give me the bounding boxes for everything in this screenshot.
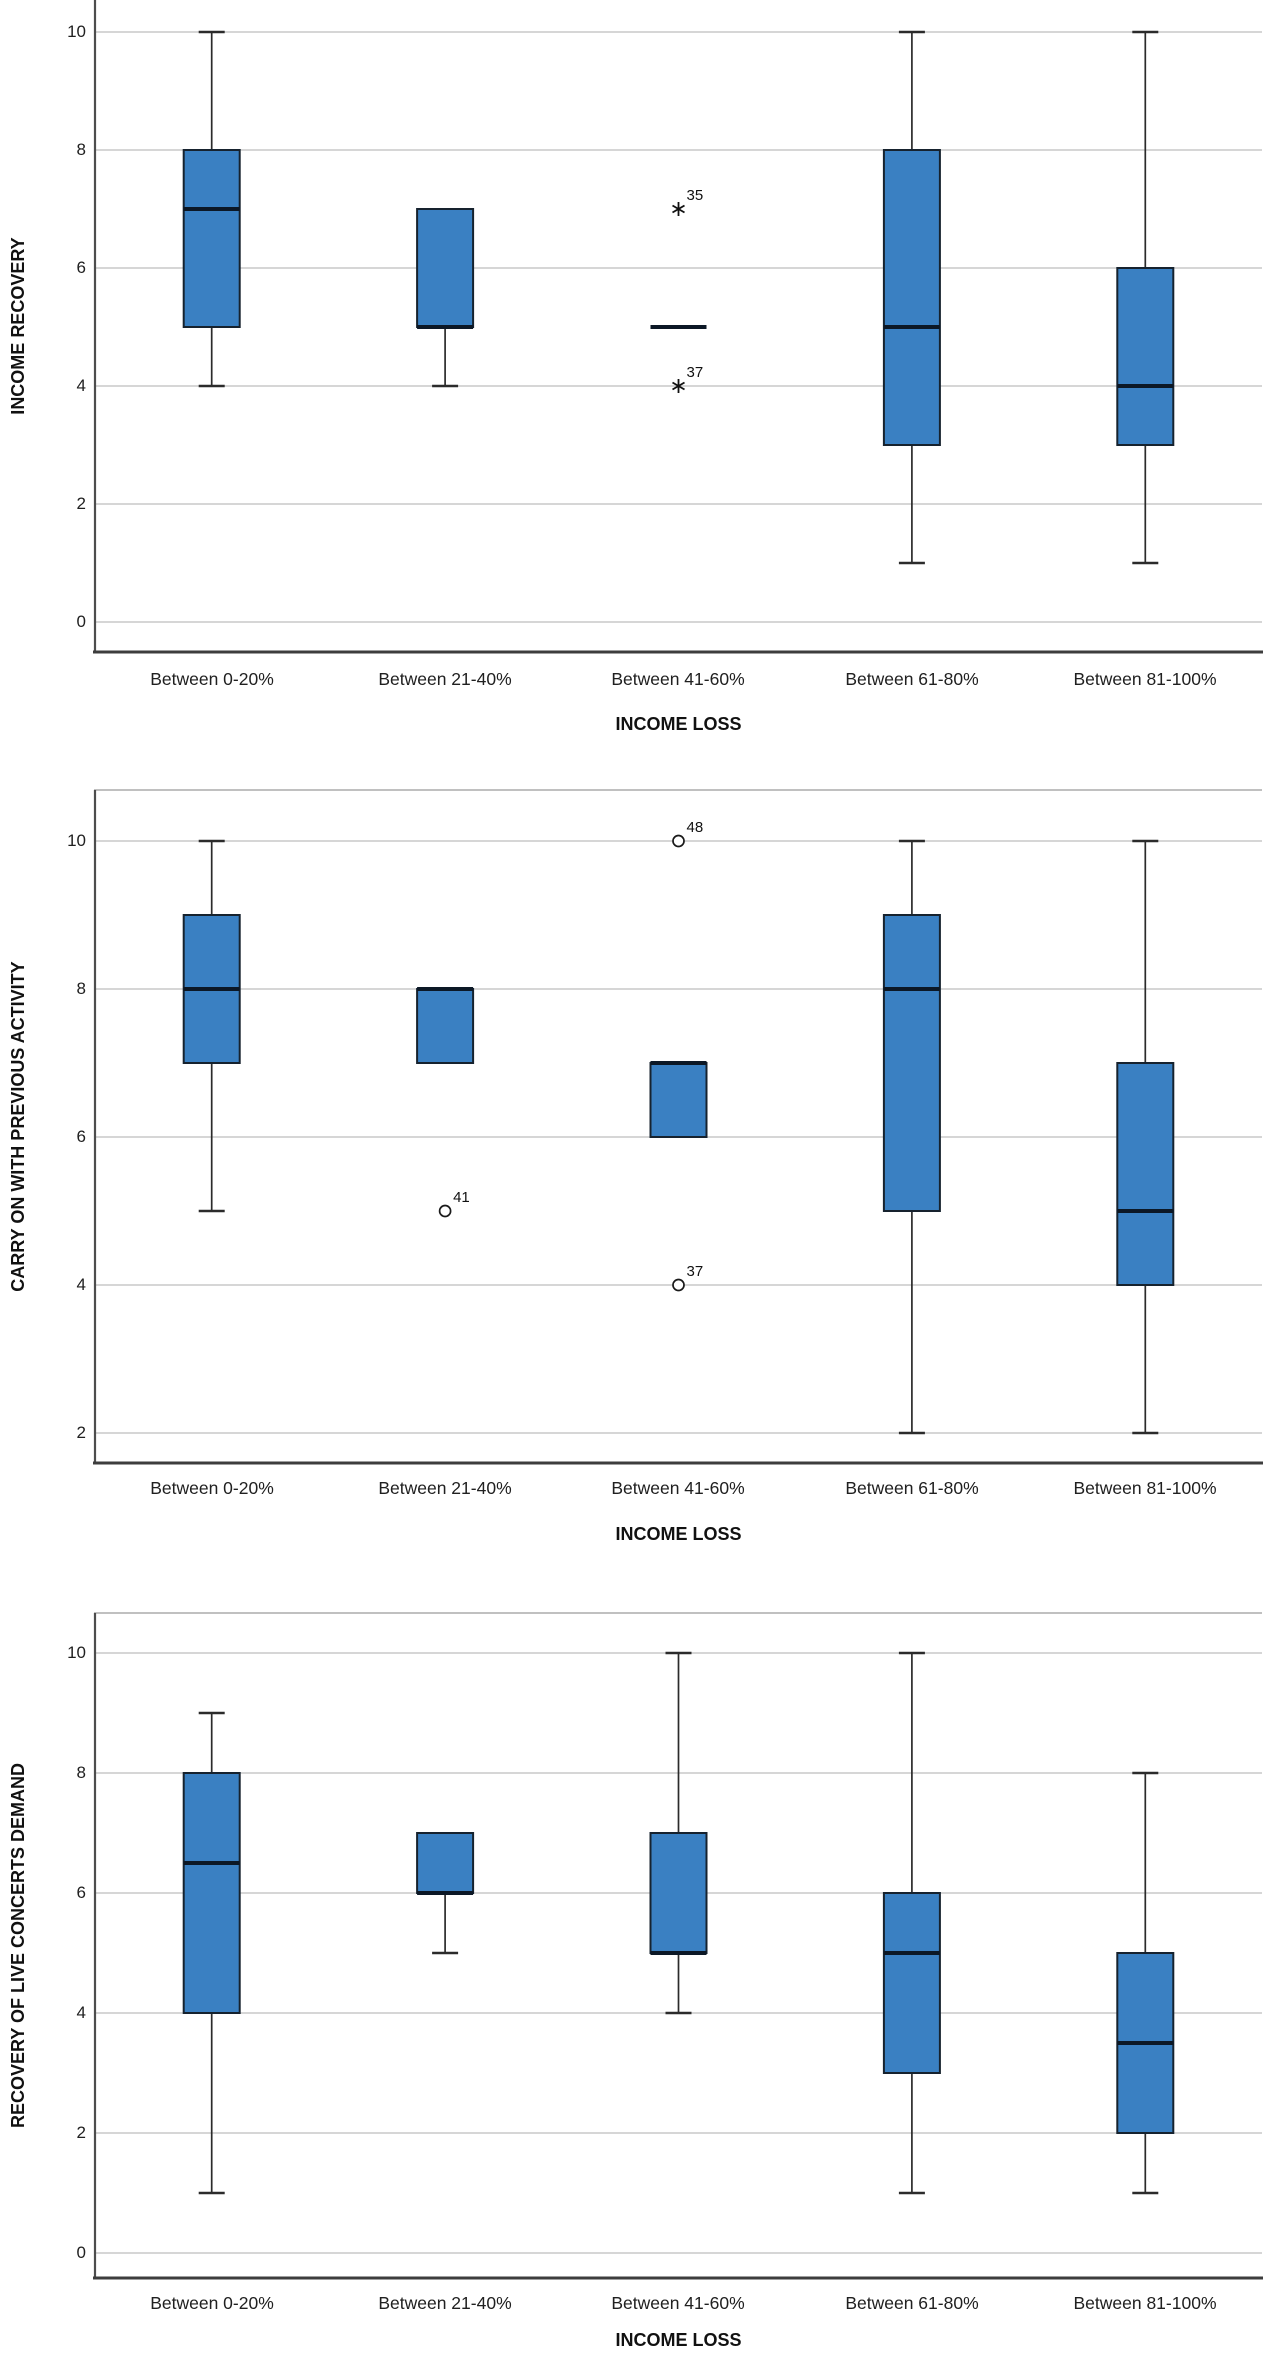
boxplot-box <box>649 1832 708 1954</box>
boxplot-box <box>649 1062 708 1138</box>
y-tick-label: 8 <box>76 979 86 998</box>
x-tick-label: Between 0-20% <box>150 2293 274 2313</box>
x-axis-title: INCOME LOSS <box>615 2330 742 2350</box>
y-axis-title: INCOME RECOVERY <box>8 237 28 415</box>
x-tick-label: Between 41-60% <box>611 2293 745 2313</box>
y-tick-label: 6 <box>76 1883 86 1902</box>
x-axis-title: INCOME LOSS <box>615 1524 742 1544</box>
outlier-asterisk-marker <box>672 204 685 214</box>
y-tick-label: 6 <box>76 1127 86 1146</box>
y-tick-label: 8 <box>76 1763 86 1782</box>
x-tick-label: Between 41-60% <box>611 669 745 689</box>
x-tick-label: Between 61-80% <box>845 2293 979 2313</box>
y-tick-label: 4 <box>76 376 86 395</box>
y-tick-label: 0 <box>76 2243 86 2262</box>
outlier-label: 41 <box>453 1189 470 1206</box>
outlier-label: 48 <box>687 819 704 836</box>
boxplot-box <box>1116 1062 1175 1286</box>
outlier-circle-marker <box>438 1204 452 1218</box>
y-tick-label: 10 <box>67 1643 86 1662</box>
x-tick-label: Between 21-40% <box>378 1478 512 1498</box>
y-tick-label: 2 <box>76 2123 86 2142</box>
outlier-circle-marker <box>672 834 685 848</box>
x-tick-label: Between 61-80% <box>845 1478 979 1498</box>
boxplot-box <box>182 1772 241 2014</box>
plot-area: 41 48 37 <box>93 789 1263 1465</box>
y-tick-label: 10 <box>67 22 86 41</box>
y-tick-label: 0 <box>76 612 86 631</box>
income-recovery-boxplot: 35 37 INCOME RECOVERY 10 8 6 4 2 0 Betwee… <box>0 0 1280 760</box>
x-tick-label: Between 81-100% <box>1073 2293 1217 2313</box>
x-tick-label: Between 41-60% <box>611 1478 745 1498</box>
boxplot-box <box>1116 267 1175 446</box>
y-tick-label: 2 <box>76 1423 86 1442</box>
y-tick-label: 8 <box>76 140 86 159</box>
outlier-label: 37 <box>687 364 704 381</box>
y-tick-label: 10 <box>67 831 86 850</box>
boxplot-box <box>416 1832 475 1894</box>
x-tick-label: Between 21-40% <box>378 2293 512 2313</box>
live-concerts-demand-boxplot: RECOVERY OF LIVE CONCERTS DEMAND 10 8 6 … <box>0 1580 1280 2362</box>
outlier-asterisk-marker <box>672 381 685 391</box>
plot-area <box>93 1612 1263 2280</box>
y-tick-label: 4 <box>76 1275 86 1294</box>
x-tick-label: Between 81-100% <box>1073 669 1217 689</box>
boxplot-box <box>416 988 475 1064</box>
y-tick-label: 2 <box>76 494 86 513</box>
x-axis-title: INCOME LOSS <box>615 714 742 734</box>
x-tick-label: Between 21-40% <box>378 669 512 689</box>
y-axis-title: RECOVERY OF LIVE CONCERTS DEMAND <box>8 1762 28 2129</box>
y-axis-title: CARRY ON WITH PREVIOUS ACTIVITY <box>8 961 28 1292</box>
boxplot-box <box>882 1892 941 2074</box>
y-tick-label: 4 <box>76 2003 86 2022</box>
boxplot-box <box>182 149 241 328</box>
y-tick-label: 6 <box>76 258 86 277</box>
x-tick-label: Between 61-80% <box>845 669 979 689</box>
outlier-label: 35 <box>687 187 704 204</box>
boxplot-box <box>882 149 941 446</box>
x-tick-label: Between 81-100% <box>1073 1478 1217 1498</box>
outlier-label: 37 <box>687 1263 704 1280</box>
boxplot-box <box>882 914 941 1212</box>
outlier-circle-marker <box>672 1278 685 1292</box>
x-tick-label: Between 0-20% <box>150 669 274 689</box>
previous-activity-boxplot: 41 48 37 CARRY ON WITH PREVIOUS ACTIVITY 1… <box>0 760 1280 1580</box>
boxplot-box <box>416 208 475 328</box>
x-tick-label: Between 0-20% <box>150 1478 274 1498</box>
plot-area: 35 37 <box>93 0 1263 654</box>
